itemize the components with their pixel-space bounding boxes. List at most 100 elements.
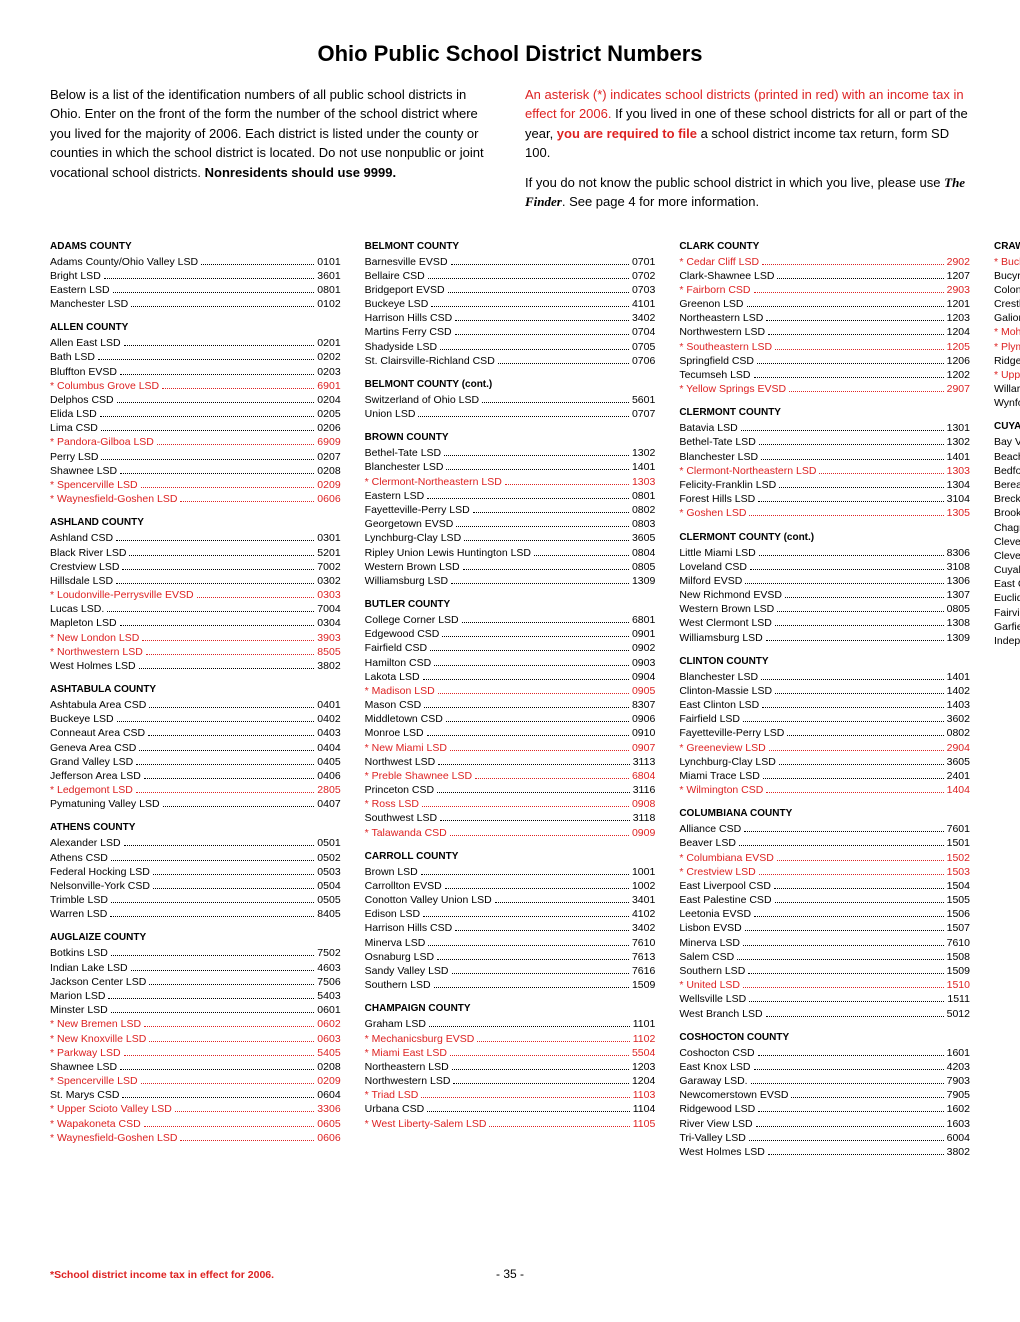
district-code: 3116 [633,783,656,797]
district-code: 1507 [947,921,970,935]
district-code: 0605 [317,1117,340,1131]
district-name: Carrollton EVSD [365,879,442,893]
district-name: Ridgedale LSD [994,354,1020,368]
district-name: Shawnee LSD [50,1060,117,1074]
district-row: * Spencerville LSD0209 [50,1074,341,1088]
district-row: * Madison LSD0905 [365,684,656,698]
district-code: 1302 [632,446,655,460]
district-code: 1203 [632,1060,655,1074]
district-code: 1307 [947,588,970,602]
district-name: Hillsdale LSD [50,574,113,588]
district-row: Batavia LSD1301 [679,421,970,435]
district-row: Northwestern LSD1204 [679,325,970,339]
intro-right-2a: If you do not know the public school dis… [525,175,944,190]
district-name: Lima CSD [50,421,98,435]
district-code: 0905 [632,684,655,698]
district-code: 0206 [317,421,340,435]
district-name: Newcomerstown EVSD [679,1088,788,1102]
district-row: Geneva Area CSD0404 [50,741,341,755]
district-code: 0705 [632,340,655,354]
district-name: Southern LSD [679,964,745,978]
district-code: 0901 [632,627,655,641]
district-code: 1103 [633,1088,656,1102]
district-name: St. Marys CSD [50,1088,119,1102]
county-block: CHAMPAIGN COUNTYGraham LSD1101* Mechanic… [365,1002,656,1130]
district-name: Blanchester LSD [365,460,444,474]
district-code: 6801 [632,613,655,627]
district-row: Berea CSD1804 [994,478,1020,492]
leader-dots [129,555,314,556]
district-row: Black River LSD5201 [50,546,341,560]
district-code: 2401 [947,769,970,783]
footer: *School district income tax in effect fo… [50,1259,970,1283]
district-name: East Palestine CSD [679,893,771,907]
district-row: Galion CSD1705 [994,311,1020,325]
leader-dots [116,583,314,584]
district-row: Sandy Valley LSD7616 [365,964,656,978]
district-row: Monroe LSD0910 [365,726,656,740]
leader-dots [438,764,629,765]
district-name: Beachwood CSD [994,450,1020,464]
district-name: * Ross LSD [365,797,419,811]
district-row: Jackson Center LSD7506 [50,975,341,989]
leader-dots [122,1097,314,1098]
county-block: ASHTABULA COUNTYAshtabula Area CSD0401Bu… [50,683,341,811]
district-name: Monroe LSD [365,726,424,740]
leader-dots [429,1026,630,1027]
leader-dots [777,278,943,279]
district-row: Beachwood CSD1802 [994,450,1020,464]
district-name: Northwest LSD [365,755,436,769]
district-name: * West Liberty-Salem LSD [365,1117,487,1131]
district-code: 1510 [947,978,970,992]
leader-dots [785,597,944,598]
leader-dots [745,583,943,584]
district-row: Garfield Heights CSD1815 [994,620,1020,634]
leader-dots [101,459,314,460]
district-row: Ridgewood LSD1602 [679,1102,970,1116]
district-row: Nelsonville-York CSD0504 [50,879,341,893]
district-code: 0707 [632,407,655,421]
district-name: Salem CSD [679,950,734,964]
leader-dots [777,611,943,612]
district-name: Edgewood CSD [365,627,440,641]
district-name: * New Bremen LSD [50,1017,141,1031]
county-block: ATHENS COUNTYAlexander LSD0501Athens CSD… [50,821,341,921]
district-code: 1305 [947,506,970,520]
leader-dots [430,650,629,651]
district-code: 0804 [632,546,655,560]
district-row: Ashland CSD0301 [50,531,341,545]
district-row: Jefferson Area LSD0406 [50,769,341,783]
district-code: 1002 [632,879,655,893]
district-name: Tri-Valley LSD [679,1131,746,1145]
district-row: Perry LSD0207 [50,450,341,464]
district-name: * Upper Scioto Valley LSD [50,1102,172,1116]
district-row: Allen East LSD0201 [50,336,341,350]
district-row: Forest Hills LSD3104 [679,492,970,506]
district-name: Chagrin Falls EVSD [994,521,1020,535]
leader-dots [428,278,629,279]
district-row: Coshocton CSD1601 [679,1046,970,1060]
county-title: BELMONT COUNTY [365,240,656,253]
district-name: Ripley Union Lewis Huntington LSD [365,546,531,560]
district-row: Marion LSD5403 [50,989,341,1003]
district-name: Conneaut Area CSD [50,726,145,740]
district-row: Conotton Valley Union LSD3401 [365,893,656,907]
leader-dots [418,416,629,417]
district-name: * Miami East LSD [365,1046,447,1060]
district-name: New Richmond EVSD [679,588,782,602]
intro-right-2c: . See page 4 for more information. [562,194,759,209]
district-name: Miami Trace LSD [679,769,760,783]
leader-dots [787,735,943,736]
district-name: Lisbon EVSD [679,921,741,935]
county-block: ADAMS COUNTYAdams County/Ohio Valley LSD… [50,240,341,312]
district-name: * Goshen LSD [679,506,746,520]
district-row: * Goshen LSD 1305 [679,506,970,520]
leader-dots [452,973,629,974]
district-name: Georgetown EVSD [365,517,454,531]
district-row: Beaver LSD1501 [679,836,970,850]
leader-dots [747,306,944,307]
district-name: Bellaire CSD [365,269,425,283]
district-row: Switzerland of Ohio LSD5601 [365,393,656,407]
district-name: * Clermont-Northeastern LSD [679,464,816,478]
district-row: Lakota LSD0904 [365,670,656,684]
